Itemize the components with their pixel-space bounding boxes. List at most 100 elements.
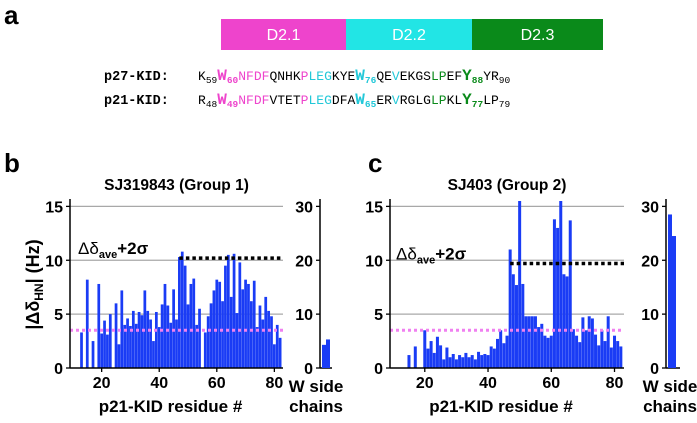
bar: [178, 257, 181, 368]
bar: [100, 333, 104, 368]
domain-label: D2.1: [267, 27, 301, 44]
sequence-segment: W: [355, 67, 365, 85]
y-axis-label: |ΔδHN| (Hz): [23, 239, 46, 329]
bar: [154, 311, 158, 368]
threshold-label-tail: +2σ: [117, 239, 148, 258]
y-tick-label: 15: [365, 199, 383, 216]
domain-bar: D2.1 D2.2 D2.3: [221, 19, 603, 50]
y-tick-label: 5: [54, 307, 63, 324]
bar: [470, 355, 474, 368]
threshold-label-tail: +2σ: [435, 244, 466, 263]
bar: [530, 316, 534, 368]
bar: [483, 353, 487, 368]
bar: [454, 359, 458, 368]
sequence-segment: 76: [365, 75, 377, 86]
panel-letter: c: [368, 148, 382, 178]
sequence-segment: 48: [206, 99, 218, 110]
bar: [85, 279, 89, 368]
bar: [129, 325, 132, 368]
x-tick-label: 40: [150, 375, 168, 392]
bar: [91, 341, 95, 368]
bar: [267, 310, 270, 368]
bar: [439, 345, 443, 368]
bar: [473, 359, 477, 368]
bar: [619, 346, 623, 368]
bar: [97, 283, 101, 368]
side-y-tick-label: 10: [295, 307, 313, 324]
threshold-label-sub: ave: [417, 254, 435, 266]
side-y-tick-label: 0: [650, 361, 659, 378]
bar: [218, 281, 222, 368]
sequence-segment: RGLG: [400, 93, 431, 108]
threshold-label: Δδave+2σ: [78, 239, 149, 261]
y-tick-label: 10: [45, 253, 63, 270]
bar: [183, 265, 187, 368]
bar: [584, 330, 588, 368]
bar: [261, 319, 265, 368]
bar: [590, 318, 594, 368]
domain-label: D2.3: [521, 27, 555, 44]
bar: [203, 332, 207, 368]
sequence-segment: W: [355, 91, 365, 109]
x-tick-label: 80: [265, 375, 283, 392]
side-y-tick-label: 10: [641, 307, 659, 324]
sequence-segment: QNHK: [269, 69, 300, 84]
bar: [537, 327, 541, 368]
bar: [229, 296, 233, 368]
bar: [524, 316, 528, 368]
sequence-segment: W: [217, 91, 227, 109]
bar: [533, 316, 537, 368]
x-tick-label: 60: [208, 375, 226, 392]
bar: [426, 348, 430, 368]
sequence-segment: 59: [206, 75, 218, 86]
bar: [616, 341, 620, 368]
bar: [172, 289, 175, 368]
bar: [549, 335, 553, 368]
sequence-segment: EF: [447, 69, 463, 84]
bar: [562, 274, 566, 368]
bar: [546, 337, 550, 368]
bar: [224, 265, 227, 368]
x-tick-label: 20: [416, 375, 434, 392]
bar: [499, 330, 503, 368]
bar: [106, 334, 109, 368]
bar: [131, 310, 135, 368]
sequence-segment: NFDF: [238, 93, 269, 108]
bar: [606, 316, 610, 368]
chart-title: SJ403 (Group 2): [448, 177, 567, 194]
bar: [247, 283, 250, 368]
bar: [464, 352, 468, 368]
bar: [496, 338, 500, 368]
side-y-tick-label: 30: [295, 199, 313, 216]
sequence-segment: YR: [483, 69, 499, 84]
bar: [407, 355, 411, 368]
panel-a-letter: a: [4, 0, 19, 30]
bar: [559, 201, 563, 368]
bar: [594, 334, 598, 368]
bar: [198, 308, 201, 368]
x-tick-label: 40: [479, 375, 497, 392]
sequence-segment: 49: [227, 99, 239, 110]
bar: [249, 301, 253, 368]
domain-2: [346, 19, 472, 50]
bar: [429, 341, 433, 368]
bar: [477, 351, 481, 368]
bar: [108, 314, 112, 368]
sequence-segment: DFA: [332, 93, 356, 108]
sequence-alignment: p27-KID: K59W60NFDFQNHKPLEGKYEW76QEVEKGSL…: [104, 67, 510, 110]
bar: [556, 227, 560, 368]
bar: [238, 262, 242, 368]
bar: [275, 324, 279, 368]
bar: [120, 290, 124, 368]
bar: [432, 352, 436, 368]
bar: [518, 201, 522, 368]
bar: [423, 330, 427, 368]
y-tick-label: 0: [374, 361, 383, 378]
bar: [571, 329, 575, 368]
x-tick-label: 80: [606, 375, 624, 392]
threshold-label: Δδave+2σ: [396, 244, 467, 266]
panel-b: b SJ319843 (Group 1) Δδave+2σ 0 5 10 15 20 40 60 8…: [4, 148, 343, 416]
bar: [232, 253, 236, 368]
bar: [609, 347, 613, 368]
